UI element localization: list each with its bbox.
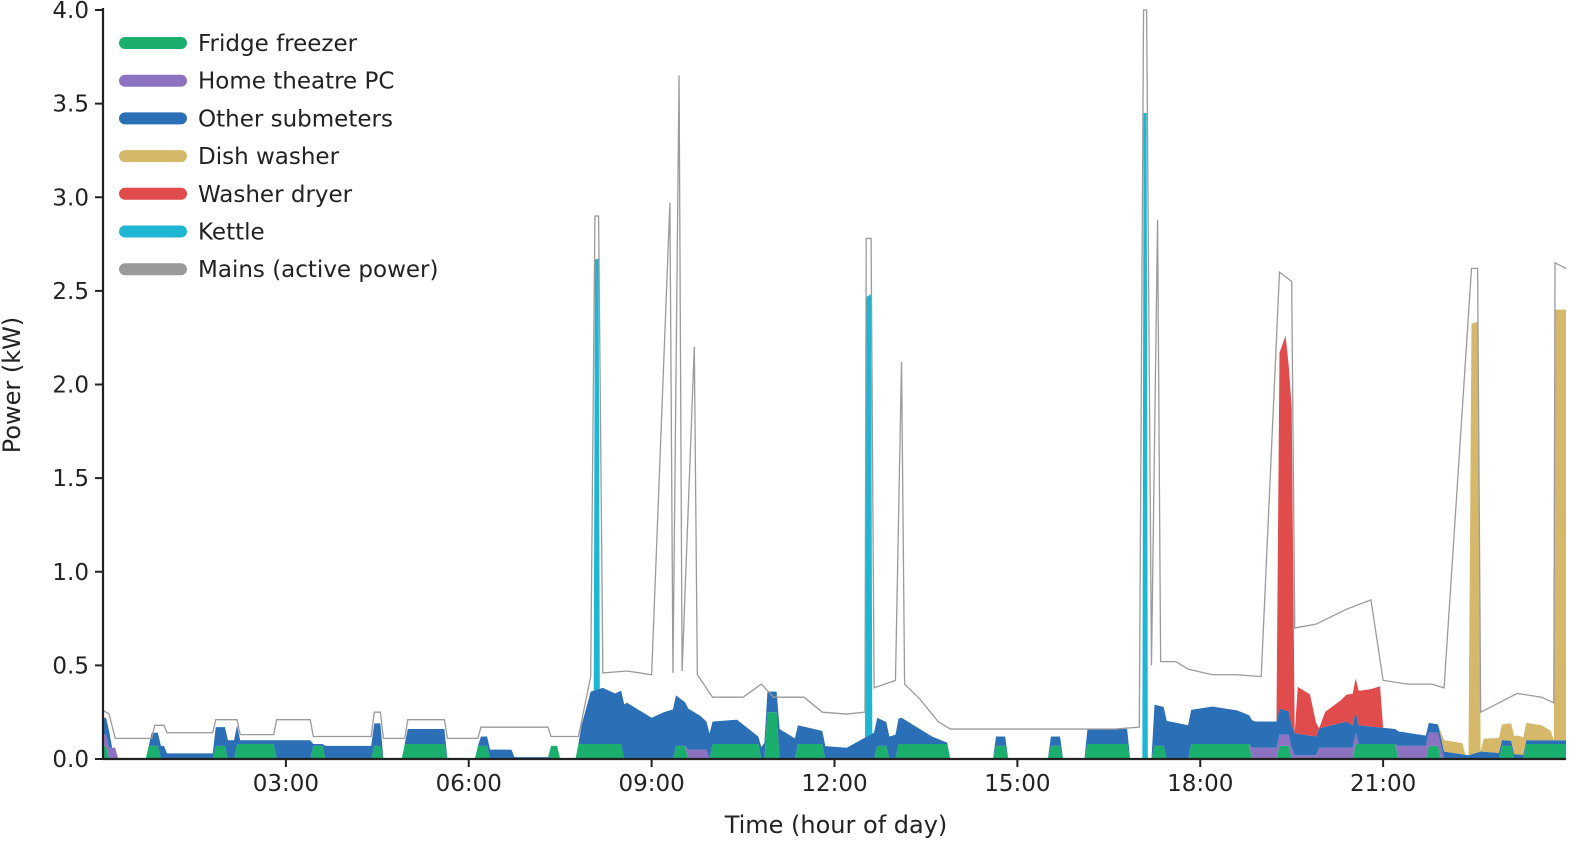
legend-item-other-submeters: Other submeters bbox=[119, 106, 393, 132]
legend-label: Kettle bbox=[198, 220, 265, 246]
legend-item-home-theatre-pc: Home theatre PC bbox=[119, 69, 394, 95]
x-tick-label: 12:00 bbox=[801, 771, 867, 797]
legend-label: Home theatre PC bbox=[198, 69, 394, 95]
x-tick-label: 09:00 bbox=[618, 771, 684, 797]
area-home-theatre-pc bbox=[103, 712, 1566, 759]
y-tick-label: 3.0 bbox=[52, 185, 89, 211]
y-tick-label: 1.0 bbox=[52, 560, 89, 586]
y-tick-label: 2.0 bbox=[52, 373, 89, 399]
x-tick-label: 03:00 bbox=[253, 771, 319, 797]
y-tick-label: 1.5 bbox=[52, 466, 89, 492]
area-fridge-freezer bbox=[103, 712, 1566, 759]
legend-item-washer-dryer: Washer dryer bbox=[119, 182, 353, 208]
legend-label: Other submeters bbox=[198, 106, 393, 132]
y-tick-label: 4.0 bbox=[52, 0, 89, 24]
legend-label: Mains (active power) bbox=[198, 257, 438, 283]
legend-item-fridge-freezer: Fridge freezer bbox=[119, 31, 358, 57]
x-tick-label: 06:00 bbox=[436, 771, 502, 797]
y-tick-label: 3.5 bbox=[52, 92, 89, 118]
legend-label: Dish washer bbox=[198, 144, 340, 170]
y-tick-label: 0.0 bbox=[52, 747, 89, 773]
area-dish-washer bbox=[103, 309, 1566, 759]
x-tick-label: 15:00 bbox=[984, 771, 1050, 797]
legend-item-dish-washer: Dish washer bbox=[119, 144, 340, 170]
legend: Fridge freezer Home theatre PC Other subme… bbox=[119, 31, 438, 283]
legend-label: Fridge freezer bbox=[198, 31, 358, 57]
x-tick-label: 21:00 bbox=[1350, 771, 1416, 797]
legend-item-mains-active-power: Mains (active power) bbox=[119, 257, 438, 283]
legend-item-kettle: Kettle bbox=[119, 220, 265, 246]
line-mains-active-power bbox=[102, 9, 1567, 740]
y-axis-title: Power (kW) bbox=[0, 317, 26, 454]
y-tick-label: 2.5 bbox=[52, 279, 89, 305]
series-layer bbox=[102, 9, 1567, 760]
area-kettle bbox=[103, 112, 1566, 760]
x-tick-label: 18:00 bbox=[1167, 771, 1233, 797]
area-washer-dryer bbox=[103, 309, 1566, 759]
axes-layer: 0.0 0.5 1.0 1.5 2.0 2.5 3.0 3.5 4.0 03:00 06:00 09:… bbox=[52, 0, 1566, 797]
x-axis-title: Time (hour of day) bbox=[724, 811, 948, 839]
area-other-submeters bbox=[103, 687, 1566, 759]
y-tick-label: 0.5 bbox=[52, 653, 89, 679]
legend-label: Washer dryer bbox=[198, 182, 353, 208]
